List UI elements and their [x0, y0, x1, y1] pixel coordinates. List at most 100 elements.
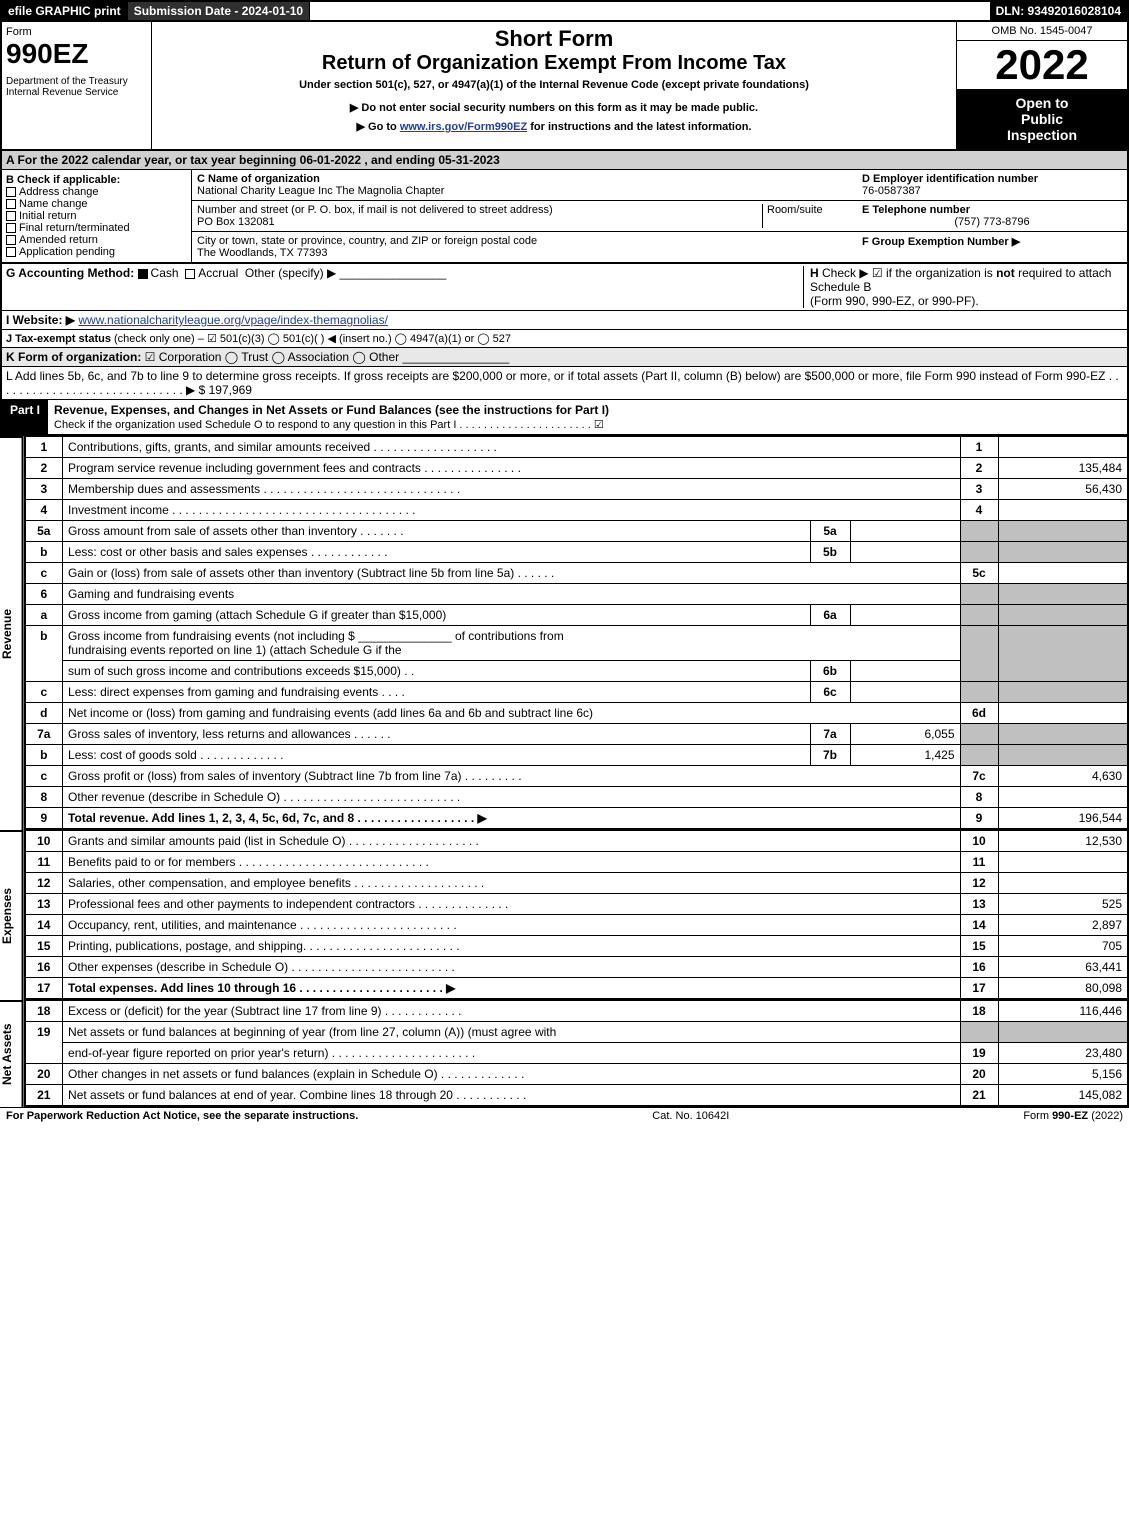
opt-name: Name change	[19, 198, 88, 210]
h-lbl: H	[810, 266, 819, 280]
website-link[interactable]: www.nationalcharityleague.org/vpage/inde…	[78, 313, 388, 327]
expenses-table: 10Grants and similar amounts paid (list …	[24, 830, 1129, 1000]
line-6a: Gross income from gaming (attach Schedul…	[63, 605, 810, 626]
section-a: A For the 2022 calendar year, or tax yea…	[0, 151, 1129, 170]
cb-accrual[interactable]	[185, 269, 195, 279]
org-city: The Woodlands, TX 77393	[197, 247, 327, 259]
cb-pending[interactable]	[6, 247, 16, 257]
line-6d: Net income or (loss) from gaming and fun…	[63, 703, 960, 724]
c-name-lbl: C Name of organization	[197, 173, 320, 185]
line-6b4: sum of such gross income and contributio…	[63, 661, 810, 682]
room-lbl: Room/suite	[762, 204, 852, 228]
short-form: Short Form	[156, 26, 952, 52]
amt-19: 23,480	[998, 1043, 1128, 1064]
k-txt: ☑ Corporation ◯ Trust ◯ Association ◯ Ot…	[145, 350, 399, 364]
cb-amended[interactable]	[6, 235, 16, 245]
line-19b: end-of-year figure reported on prior yea…	[63, 1043, 960, 1064]
dept: Department of the Treasury	[6, 76, 147, 87]
line-6b2: of contributions from	[455, 629, 564, 643]
expenses-section: Expenses 10Grants and similar amounts pa…	[0, 830, 1129, 1000]
amt-3: 56,430	[998, 479, 1128, 500]
amt-2: 135,484	[998, 458, 1128, 479]
opt-pending: Application pending	[19, 246, 115, 258]
city-lbl: City or town, state or province, country…	[197, 235, 537, 247]
k-lbl: K Form of organization:	[6, 350, 141, 364]
opt-final: Final return/terminated	[19, 222, 130, 234]
section-b: B Check if applicable: Address change Na…	[2, 170, 192, 262]
cb-cash[interactable]	[138, 269, 148, 279]
amt-14: 2,897	[998, 915, 1128, 936]
line-10: Grants and similar amounts paid (list in…	[63, 831, 960, 852]
h-txt1: Check ▶ ☑ if the organization is	[822, 266, 996, 280]
line-5b: Less: cost or other basis and sales expe…	[63, 542, 810, 563]
line-12: Salaries, other compensation, and employ…	[63, 873, 960, 894]
line-11: Benefits paid to or for members . . . . …	[63, 852, 960, 873]
row-i: I Website: ▶ www.nationalcharityleague.o…	[0, 311, 1129, 330]
footer-right-pre: Form	[1023, 1110, 1052, 1122]
line-1: Contributions, gifts, grants, and simila…	[63, 437, 960, 458]
e-lbl: E Telephone number	[862, 204, 970, 216]
h-not: not	[996, 266, 1015, 280]
row-k: K Form of organization: ☑ Corporation ◯ …	[0, 348, 1129, 367]
cb-address[interactable]	[6, 187, 16, 197]
amt-16: 63,441	[998, 957, 1128, 978]
amt-7b: 1,425	[850, 745, 960, 766]
line-14: Occupancy, rent, utilities, and maintena…	[63, 915, 960, 936]
g-other: Other (specify) ▶	[245, 266, 336, 280]
org-addr: PO Box 132081	[197, 216, 275, 228]
amt-17: 80,098	[998, 978, 1128, 1000]
efile-label[interactable]: efile GRAPHIC print	[2, 2, 128, 20]
i-lbl: I Website: ▶	[6, 313, 75, 327]
line-5a: Gross amount from sale of assets other t…	[63, 521, 810, 542]
phone: (757) 773-8796	[862, 216, 1122, 228]
amt-18: 116,446	[998, 1001, 1128, 1022]
line-6b3: fundraising events reported on line 1) (…	[68, 643, 402, 657]
side-revenue: Revenue	[0, 436, 24, 830]
ssn-warning: ▶ Do not enter social security numbers o…	[156, 101, 952, 114]
row-j: J Tax-exempt status (check only one) – ☑…	[0, 330, 1129, 348]
side-netassets: Net Assets	[0, 1000, 24, 1107]
goto-link[interactable]: www.irs.gov/Form990EZ	[400, 121, 527, 133]
line-15: Printing, publications, postage, and shi…	[63, 936, 960, 957]
line-9: Total revenue. Add lines 1, 2, 3, 4, 5c,…	[68, 811, 487, 825]
info-grid: B Check if applicable: Address change Na…	[0, 170, 1129, 264]
footer-right-post: (2022)	[1088, 1110, 1123, 1122]
goto-pre: ▶ Go to	[357, 121, 400, 133]
open3: Inspection	[963, 127, 1121, 143]
amt-9: 196,544	[998, 808, 1128, 830]
line-20: Other changes in net assets or fund bala…	[63, 1064, 960, 1085]
line-8: Other revenue (describe in Schedule O) .…	[63, 787, 960, 808]
dln: DLN: 93492016028104	[990, 2, 1127, 20]
h-txt3: (Form 990, 990-EZ, or 990-PF).	[810, 294, 979, 308]
revenue-section: Revenue 1Contributions, gifts, grants, a…	[0, 436, 1129, 830]
open2: Public	[963, 111, 1121, 127]
netassets-table: 18Excess or (deficit) for the year (Subt…	[24, 1000, 1129, 1107]
opt-amended: Amended return	[19, 234, 98, 246]
g-lbl: G Accounting Method:	[6, 266, 134, 280]
cb-final[interactable]	[6, 223, 16, 233]
form-word: Form	[6, 26, 147, 38]
part1-label: Part I	[2, 400, 48, 434]
part1-header: Part I Revenue, Expenses, and Changes in…	[0, 400, 1129, 436]
cb-name[interactable]	[6, 199, 16, 209]
d-lbl: D Employer identification number	[862, 173, 1038, 185]
line-13: Professional fees and other payments to …	[63, 894, 960, 915]
cb-initial[interactable]	[6, 211, 16, 221]
open1: Open to	[963, 95, 1121, 111]
g-accrual: Accrual	[198, 266, 238, 280]
line-6: Gaming and fundraising events	[63, 584, 960, 605]
header-bar: efile GRAPHIC print Submission Date - 20…	[0, 0, 1129, 22]
j-lbl: J Tax-exempt status	[6, 333, 111, 345]
revenue-table: 1Contributions, gifts, grants, and simil…	[24, 436, 1129, 830]
line-5c: Gain or (loss) from sale of assets other…	[63, 563, 960, 584]
amt-13: 525	[998, 894, 1128, 915]
footer-right: Form 990-EZ (2022)	[1023, 1110, 1123, 1122]
line-7b: Less: cost of goods sold . . . . . . . .…	[63, 745, 810, 766]
opt-initial: Initial return	[19, 210, 76, 222]
goto-line: ▶ Go to www.irs.gov/Form990EZ for instru…	[156, 120, 952, 133]
opt-address: Address change	[19, 186, 99, 198]
amt-10: 12,530	[998, 831, 1128, 852]
amt-7a: 6,055	[850, 724, 960, 745]
row-l: L Add lines 5b, 6c, and 7b to line 9 to …	[0, 367, 1129, 400]
line-4: Investment income . . . . . . . . . . . …	[63, 500, 960, 521]
